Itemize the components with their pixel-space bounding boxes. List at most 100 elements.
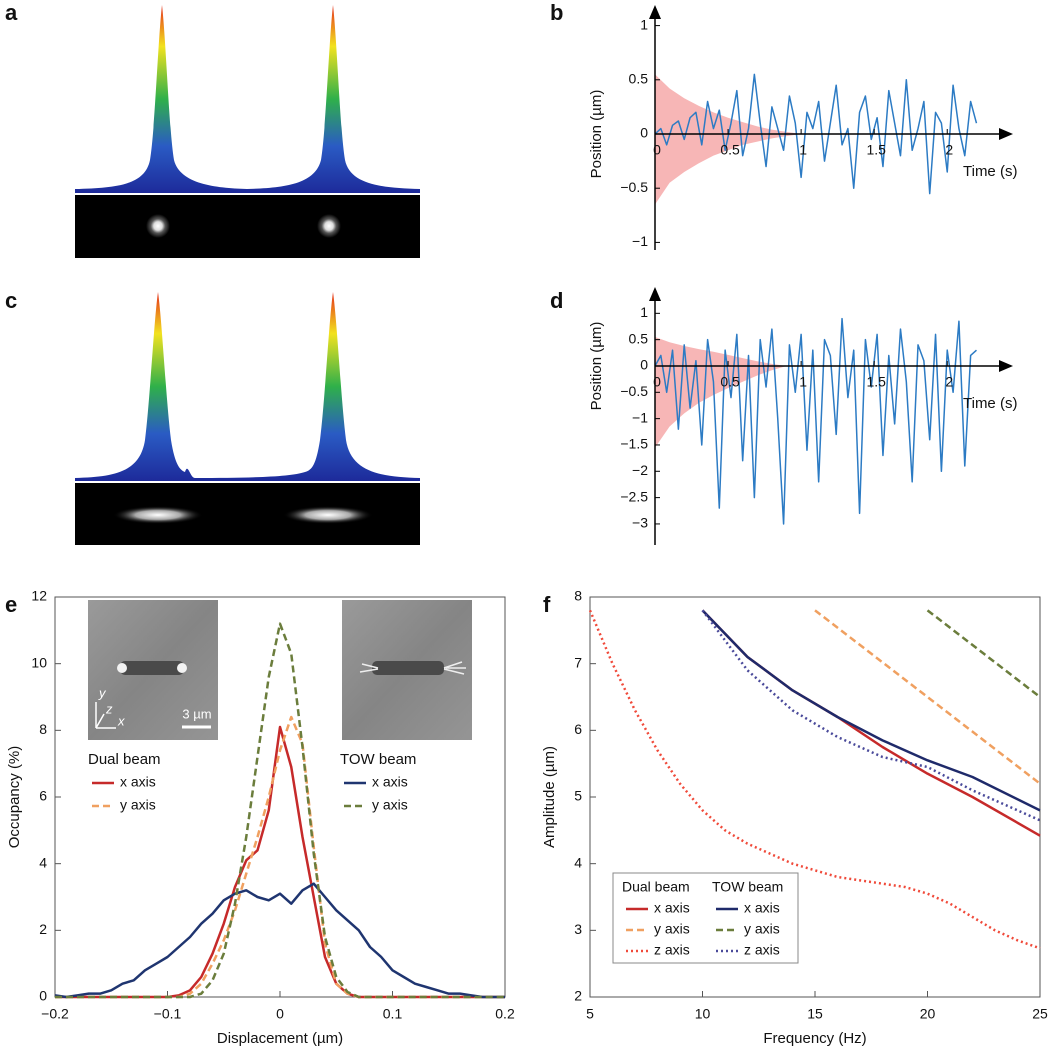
x-tick-label: 15 [807,1006,823,1022]
y-axis-arrow [649,287,661,301]
y-tick-label: 2 [39,921,47,937]
y-tick-label: 5 [574,788,582,804]
beam-spot [113,506,203,524]
panel-label: a [5,0,18,25]
x-tick-label: 2 [945,374,953,390]
y-tick-label: −0.5 [620,179,648,195]
y-tick-label: 10 [31,654,47,670]
y-tick-label: 4 [574,854,582,870]
legend-label: z axis [654,942,690,958]
y-tick-label: 1 [640,304,648,320]
intensity-profile [75,292,420,481]
rod-end [177,663,187,673]
legend-label: y axis [744,921,780,937]
inset-dual: y z x 3 µm [88,600,218,740]
panel-label: c [5,288,17,313]
x-tick-label: 25 [1032,1006,1048,1022]
series-line [926,609,1041,698]
y-axis-label: Position (µm) [588,322,605,411]
legend-group-title: TOW beam [712,879,783,895]
rod [120,661,184,675]
legend-label: x axis [120,774,156,790]
series-line [55,725,505,999]
y-tick-label: 6 [574,721,582,737]
x-tick-label: 0.2 [495,1006,515,1022]
legend-group-title: Dual beam [622,879,690,895]
y-tick-label: 8 [39,721,47,737]
y-tick-label: 6 [39,788,47,804]
x-tick-label: 10 [695,1006,711,1022]
x-axis-label: Frequency (Hz) [763,1030,866,1047]
y-tick-label: −1.5 [620,436,648,452]
series-line [654,73,978,195]
series-line [54,882,505,999]
y-tick-label: 12 [31,588,47,604]
x-tick-label: 0 [276,1006,284,1022]
legend-label: y axis [372,797,408,813]
x-tick-label: 0 [653,142,661,158]
scale-bar-label: 3 µm [182,706,211,721]
x-axis-arrow [999,128,1013,141]
legend-label: y axis [654,921,690,937]
rod [372,661,444,675]
y-tick-label: −2.5 [620,488,648,504]
y-tick-label: 0 [39,988,47,1004]
x-axis-label: Time (s) [963,163,1017,180]
series-line [654,317,977,525]
legend-label: x axis [654,900,690,916]
series-line [55,622,505,999]
x-tick-label: 0.1 [383,1006,403,1022]
y-tick-label: 0.5 [629,330,649,346]
legend-label: y axis [120,797,156,813]
legend-group-title: Dual beam [88,751,161,768]
y-tick-label: 0.5 [629,71,649,87]
y-tick-label: 0 [640,125,648,141]
x-tick-label: 0.5 [720,374,740,390]
inset-tow [342,600,472,740]
x-tick-label: 2 [945,142,953,158]
legend-label: z axis [744,942,780,958]
y-tick-label: −1 [632,233,648,249]
decay-envelope [655,337,787,448]
legend-box [612,872,799,964]
x-tick-label: 1 [799,374,807,390]
y-tick-label: 1 [640,16,648,32]
x-tick-label: 1.5 [866,142,886,158]
y-tick-label: 0 [640,357,648,373]
axis-name: x [117,713,125,728]
series-line [701,609,1041,822]
y-tick-label: 2 [574,988,582,1004]
x-tick-label: 1 [799,142,807,158]
x-tick-label: 1.5 [866,374,886,390]
x-tick-label: 20 [920,1006,936,1022]
x-tick-label: 5 [586,1006,594,1022]
y-tick-label: 8 [574,588,582,604]
x-tick-label: −0.2 [41,1006,69,1022]
beam-spot [146,214,170,238]
x-tick-label: −0.1 [154,1006,182,1022]
y-tick-label: −0.5 [620,383,648,399]
y-tick-label: −2 [632,462,648,478]
beam-image [75,195,420,258]
series-line [55,715,505,999]
y-tick-label: 7 [574,654,582,670]
axis-name: z [105,701,113,716]
y-axis-arrow [649,5,661,19]
y-axis-label: Position (µm) [588,90,605,179]
series-line [814,609,1041,785]
axis-name: y [98,685,107,700]
series-line [701,609,1041,812]
y-axis-label: Occupancy (%) [6,746,23,849]
x-axis-label: Time (s) [963,395,1017,412]
panel-label: e [5,592,17,617]
y-tick-label: −3 [632,515,648,531]
y-tick-label: 3 [574,921,582,937]
streaks [359,661,466,675]
x-tick-label: 0.5 [720,142,740,158]
legend-label: x axis [744,900,780,916]
y-tick-label: −1 [632,409,648,425]
beam-spot [317,214,341,238]
rod-end [117,663,127,673]
y-tick-label: 4 [39,854,47,870]
